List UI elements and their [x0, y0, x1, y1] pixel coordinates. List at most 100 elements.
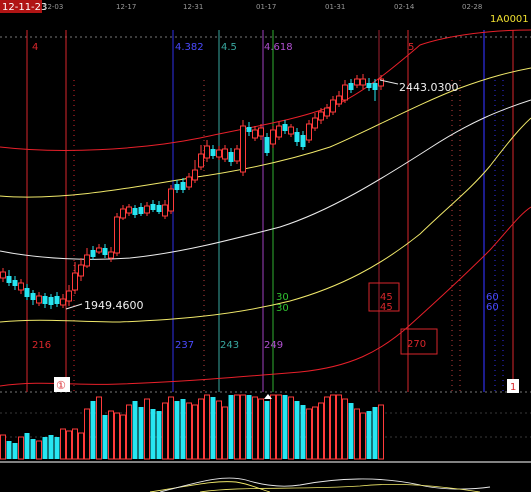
candle-body: [12, 280, 18, 286]
candle-body: [282, 124, 288, 131]
volume-bar: [312, 406, 318, 460]
candle-body: [0, 271, 6, 279]
candle-body: [156, 205, 162, 212]
candle-body: [246, 127, 252, 132]
candle-body: [198, 153, 204, 168]
guide-labels: 4 4.382 4.5 4.618 5 216 237 243 249: [32, 42, 414, 351]
guide-top-label: 4.618: [264, 42, 293, 53]
candle-body: [264, 137, 270, 153]
volume-bar: [324, 396, 330, 460]
candle-body: [288, 126, 294, 135]
box-marker-270: [400, 328, 438, 355]
middle-band: [0, 99, 531, 260]
volume-bar: [234, 394, 240, 460]
lower-band: [0, 206, 531, 387]
low-price-label: 1949.4600: [84, 299, 144, 312]
volume-bar: [378, 404, 384, 460]
candle-body: [324, 107, 330, 117]
guide-top-label: 4.382: [175, 42, 204, 53]
volume-bars: [0, 394, 384, 460]
candle-body: [18, 282, 24, 291]
volume-bar: [216, 400, 222, 460]
candle-body: [228, 152, 234, 162]
candle-body: [60, 298, 66, 306]
candle-body: [36, 295, 42, 304]
candle-body: [222, 148, 228, 160]
candle-body: [96, 247, 102, 253]
volume-bar: [222, 406, 228, 460]
upper-band: [0, 29, 531, 151]
volume-bar: [306, 408, 312, 460]
candle-body: [132, 208, 138, 215]
candle-body: [210, 149, 216, 156]
candle-body: [114, 216, 120, 254]
guide-bottom-label: 249: [264, 340, 283, 351]
bollinger-bands: [0, 29, 531, 387]
volume-bar: [78, 432, 84, 460]
start-marker: ①: [56, 379, 66, 392]
volume-bar: [198, 398, 204, 460]
volume-bar: [156, 411, 162, 459]
volume-bar: [96, 396, 102, 460]
candle-body: [24, 288, 30, 297]
box-label: 45: [380, 292, 393, 303]
blue-label: 60: [486, 302, 499, 313]
box-label: 270: [407, 339, 426, 350]
volume-bar: [120, 414, 126, 460]
date-tick: 12-17: [116, 3, 136, 11]
volume-bar: [228, 395, 234, 459]
price-annotations: 2443.0300 1949.4600 30 30 45 45 270 60 6…: [54, 79, 519, 399]
volume-bar: [24, 433, 30, 459]
upper-inner-band: [0, 67, 531, 198]
candle-body: [240, 125, 246, 173]
volume-bar: [90, 401, 96, 459]
candle-body: [354, 78, 360, 86]
candle-body: [276, 125, 282, 138]
end-marker-box: [507, 379, 519, 393]
volume-bar: [84, 408, 90, 460]
blue-label: 60: [486, 292, 499, 303]
candle-body: [300, 135, 306, 147]
candle-body: [78, 264, 84, 277]
green-label: 30: [276, 292, 289, 303]
candle-body: [348, 83, 354, 90]
guide-bottom-label: 243: [220, 340, 239, 351]
green-label: 30: [276, 303, 289, 314]
candle-body: [258, 127, 264, 137]
volume-bar: [300, 405, 306, 459]
volume-bar: [36, 440, 42, 460]
volume-bar: [72, 428, 78, 460]
candle-body: [360, 78, 366, 86]
candle-body: [318, 111, 324, 121]
candle-body: [162, 204, 168, 217]
candle-body: [6, 276, 12, 283]
lower-inner-band: [0, 117, 531, 323]
volume-bar: [60, 428, 66, 460]
volume-bar: [162, 402, 168, 460]
candle-body: [30, 293, 36, 300]
oscillator-lines: [149, 477, 491, 492]
volume-bar: [360, 412, 366, 460]
candle-body: [108, 251, 114, 259]
volume-bar: [258, 398, 264, 460]
volume-bar: [186, 402, 192, 460]
date-tick: 02-28: [462, 3, 482, 11]
volume-pointer: [264, 394, 272, 399]
symbol-label: 1A0001: [490, 14, 529, 25]
volume-bar: [114, 412, 120, 460]
volume-bar: [192, 404, 198, 460]
candle-body: [66, 290, 72, 302]
candle-body: [234, 148, 240, 162]
volume-bar: [276, 394, 282, 460]
volume-bar: [30, 439, 36, 459]
volume-bar: [144, 398, 150, 460]
volume-bar: [102, 415, 108, 459]
volume-bar: [270, 394, 276, 460]
current-date-badge: [0, 0, 42, 13]
candle-body: [252, 129, 258, 139]
candle-body: [186, 176, 192, 188]
candle-body: [54, 296, 60, 304]
candle-body: [144, 205, 150, 214]
candle-body: [378, 78, 384, 87]
